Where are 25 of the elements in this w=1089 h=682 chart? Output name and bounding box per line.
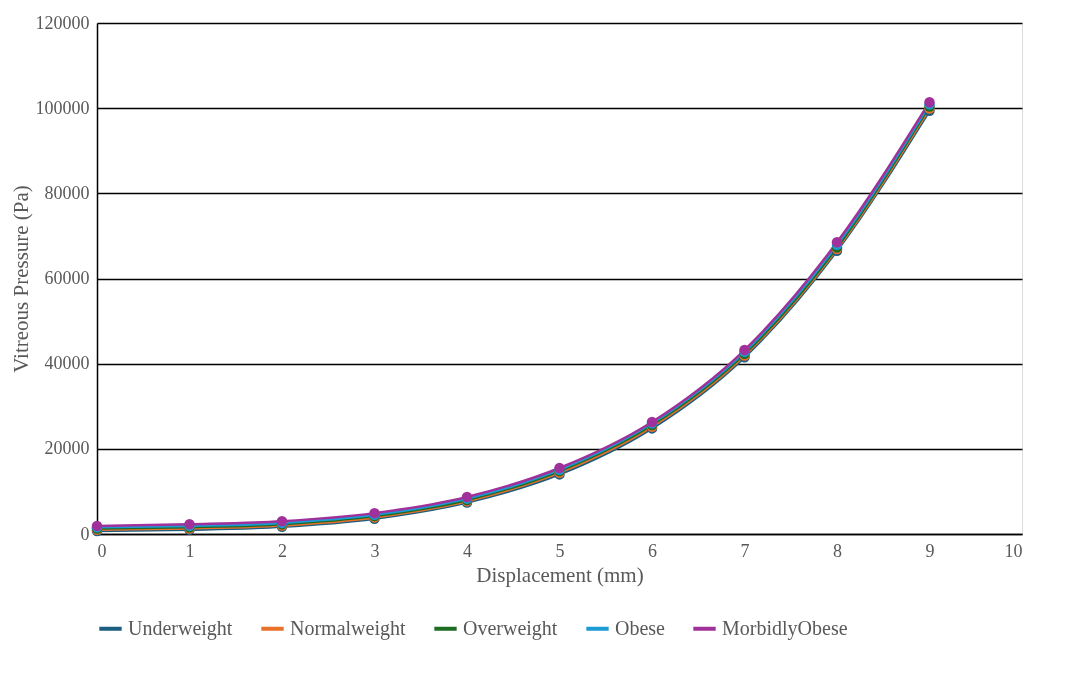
legend-label: MorbidlyObese (722, 616, 848, 640)
x-tick-label: 7 (740, 540, 750, 561)
legend-label: Overweight (463, 616, 558, 640)
y-tick-label: 80000 (44, 182, 90, 203)
y-axis-title: Vitreous Pressure (Pa) (8, 185, 33, 373)
legend-label: Underweight (128, 616, 233, 640)
x-tick-label: 6 (648, 540, 657, 561)
y-tick-label: 120000 (35, 12, 90, 33)
x-tick-label: 1 (185, 540, 195, 561)
x-tick-label: 0 (97, 540, 107, 561)
x-tick-label: 10 (1004, 540, 1023, 561)
x-tick-label: 9 (925, 540, 935, 561)
x-tick-label: 5 (555, 540, 565, 561)
x-axis-title: Displacement (mm) (476, 562, 644, 587)
legend-label: Obese (615, 616, 666, 639)
x-tick-label: 8 (833, 540, 842, 561)
y-tick-label: 20000 (44, 438, 90, 459)
y-tick-label: 0 (80, 523, 90, 544)
y-tick-label: 100000 (35, 97, 90, 118)
x-tick-label: 4 (463, 540, 472, 561)
legend-label: Normalweight (290, 616, 406, 640)
x-tick-label: 2 (278, 540, 287, 561)
y-tick-label: 40000 (44, 353, 90, 374)
y-tick-label: 60000 (44, 268, 90, 288)
x-tick-label: 3 (370, 540, 380, 561)
